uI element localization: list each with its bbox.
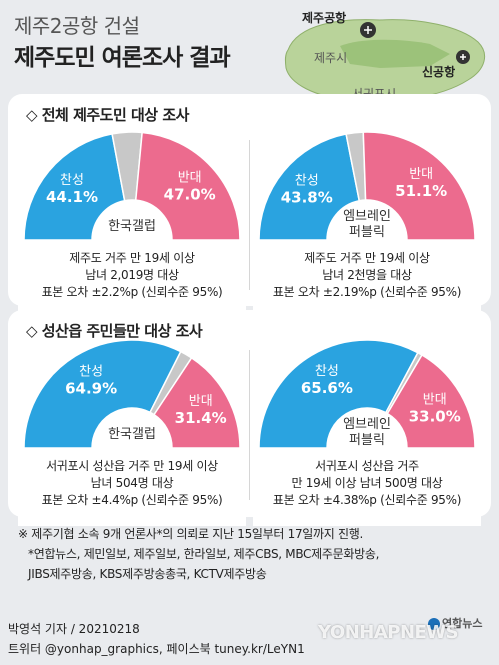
support-value: 44.1% bbox=[46, 188, 98, 206]
support-value: 65.6% bbox=[301, 379, 353, 397]
caption-line: 표본 오차 ±4.4%p (신뢰수준 95%) bbox=[41, 493, 223, 507]
pollster-label: 퍼블릭 bbox=[349, 433, 385, 448]
pollster-label: 엠브레인 bbox=[343, 417, 391, 432]
support-slice bbox=[23, 339, 182, 449]
oppose-label: 반대 bbox=[178, 171, 202, 186]
map-label-new-airport: 신공항 bbox=[422, 64, 455, 79]
caption-line: 표본 오차 ±2.19%p (신뢰수준 95%) bbox=[272, 285, 462, 299]
page-title-line1: 제주2공항 건설 bbox=[14, 14, 140, 38]
section-seongsan-residents: ◇ 성산읍 주민들만 대상 조사 찬성 64.9% 반대 31.4% 한국갤럽 서귀포시 … bbox=[8, 310, 491, 526]
page-title-line2: 제주도민 여론조사 결과 bbox=[14, 45, 231, 71]
support-label: 찬성 bbox=[315, 364, 339, 379]
footnote-line: *연합뉴스, 제민일보, 제주일보, 한라일보, 제주CBS, MBC제주문화방… bbox=[28, 547, 380, 561]
support-label: 찬성 bbox=[79, 365, 103, 380]
oppose-label: 반대 bbox=[423, 392, 447, 407]
yonhap-logo: 연합뉴스 bbox=[428, 615, 482, 631]
section-heading: ◇ 성산읍 주민들만 대상 조사 bbox=[26, 322, 203, 340]
pollster-label: 한국갤럽 bbox=[108, 219, 156, 234]
pollster-label: 엠브레인 bbox=[343, 209, 391, 224]
map-label-jeju-airport: 제주공항 bbox=[302, 10, 346, 25]
support-value: 64.9% bbox=[65, 380, 117, 398]
chart-center bbox=[327, 200, 407, 248]
caption-line: 서귀포시 성산읍 거주 bbox=[315, 459, 419, 473]
caption-line: 제주도 거주 만 19세 이상 bbox=[304, 251, 430, 265]
caption-line: 남녀 504명 대상 bbox=[90, 476, 174, 490]
caption-line: 남녀 2,019명 대상 bbox=[85, 268, 179, 282]
jeju-city-area bbox=[340, 39, 450, 68]
divider bbox=[249, 350, 250, 500]
section-heading: ◇ 전체 제주도민 대상 조사 bbox=[26, 106, 189, 124]
footnote: ※ 제주기협 소속 9개 언론사*의 의뢰로 지난 15일부터 17일까지 진행… bbox=[18, 524, 379, 584]
support-label: 찬성 bbox=[295, 173, 319, 188]
caption-line: 표본 오차 ±2.2%p (신뢰수준 95%) bbox=[41, 285, 223, 299]
support-value: 43.8% bbox=[281, 188, 333, 206]
yonhap-logo-text: 연합뉴스 bbox=[442, 617, 483, 630]
footnote-line: ※ 제주기협 소속 9개 언론사*의 의뢰로 지난 15일부터 17일까지 진행… bbox=[18, 527, 364, 541]
sns-info: 트위터 @yonhap_graphics, 페이스북 tuney.kr/LeYN… bbox=[8, 642, 305, 656]
caption-line: 서귀포시 성산읍 거주 만 19세 이상 bbox=[46, 459, 218, 473]
oppose-value: 31.4% bbox=[175, 409, 227, 427]
caption-line: 제주도 거주 만 19세 이상 bbox=[69, 251, 195, 265]
jeju-map: 제주공항 제주시 신공항 서귀포시 bbox=[284, 10, 486, 102]
oppose-value: 33.0% bbox=[409, 407, 461, 425]
section-all-residents: ◇ 전체 제주도민 대상 조사 찬성 44.1% 반대 47.0% 한국갤럽 제주도 거주… bbox=[8, 94, 491, 318]
chart-center bbox=[92, 408, 172, 456]
pollster-label: 한국갤럽 bbox=[108, 427, 156, 442]
watermark: YONHAPNEWS bbox=[318, 622, 459, 643]
byline: 박영석 기자 / 20210218 bbox=[8, 622, 140, 636]
oppose-value: 51.1% bbox=[395, 182, 447, 200]
divider bbox=[249, 140, 250, 290]
oppose-value: 47.0% bbox=[164, 186, 216, 204]
pollster-label: 퍼블릭 bbox=[349, 225, 385, 240]
caption-line: 만 19세 이상 남녀 500명 대상 bbox=[291, 476, 443, 490]
caption-line: 표본 오차 ±4.38%p (신뢰수준 95%) bbox=[272, 493, 462, 507]
support-label: 찬성 bbox=[60, 173, 84, 188]
caption-line: 남녀 2천명을 대상 bbox=[322, 268, 412, 282]
yonhap-logo-icon bbox=[428, 618, 440, 630]
oppose-label: 반대 bbox=[409, 167, 433, 182]
chart-center bbox=[327, 408, 407, 456]
footnote-line: JIBS제주방송, KBS제주방송총국, KCTV제주방송 bbox=[28, 567, 267, 581]
chart-center bbox=[92, 200, 172, 248]
oppose-label: 반대 bbox=[189, 394, 213, 409]
map-label-jeju-city: 제주시 bbox=[314, 51, 347, 65]
